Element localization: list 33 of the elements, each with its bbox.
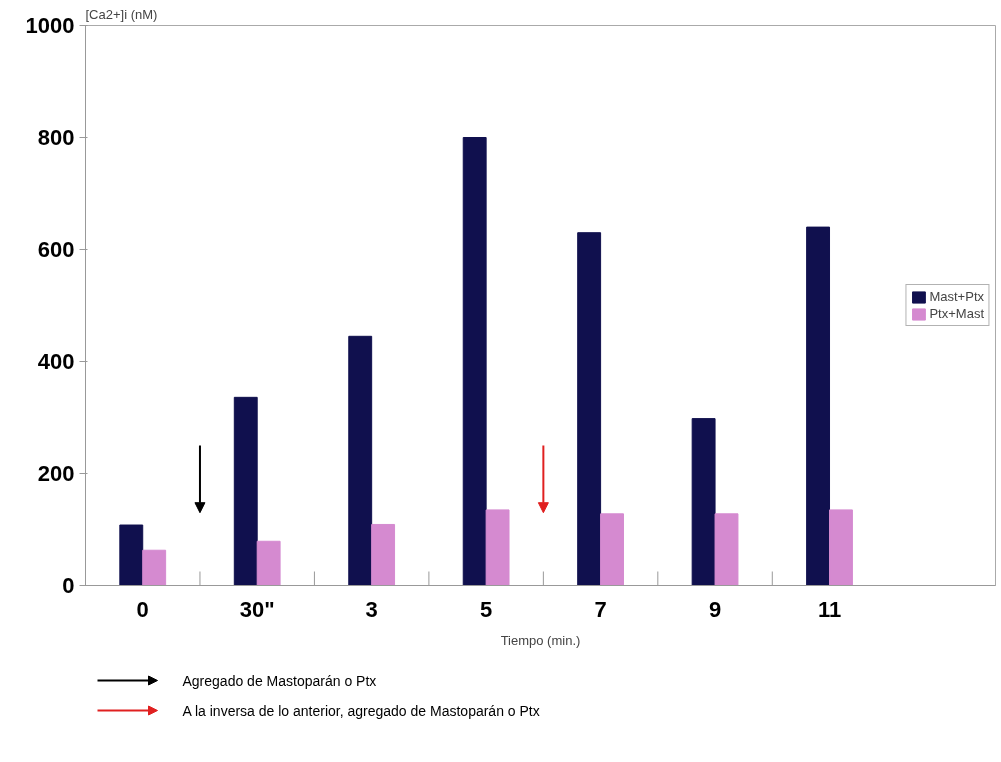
bar [806, 226, 831, 586]
y-tick-label: 200 [37, 461, 75, 486]
x-tick-label: 7 [594, 596, 607, 622]
legend-label: Mast+Ptx [929, 289, 984, 304]
bar [577, 232, 602, 586]
x-tick-label: 0 [136, 596, 149, 622]
y-tick-label: 400 [37, 349, 75, 374]
y-axis-title: [Ca2+]i (nM) [85, 6, 158, 22]
bar [256, 540, 281, 586]
text: Agregado de Mastoparán o Ptx [182, 672, 377, 689]
x-tick-label: 9 [708, 596, 722, 622]
x-tick-label: 30" [239, 596, 275, 622]
bar [233, 396, 258, 586]
y-tick-label: 600 [37, 237, 75, 262]
bar [462, 137, 487, 586]
bar [119, 524, 144, 586]
bar [485, 509, 510, 586]
text: A la inversa de lo anterior, agregado de Mastoparán o Ptx [182, 702, 540, 719]
bar [142, 549, 167, 586]
y-tick-label: 1000 [25, 13, 75, 38]
y-tick-label: 0 [62, 573, 75, 598]
x-axis-title: Tiempo (min.) [500, 632, 581, 648]
bar [600, 513, 624, 586]
bar [348, 335, 373, 586]
x-tick-label: 11 [817, 596, 842, 622]
y-tick-label: 800 [37, 125, 75, 150]
bar [714, 513, 739, 586]
bar [371, 523, 396, 586]
bar [829, 509, 853, 586]
legend-label: Ptx+Mast [929, 306, 984, 321]
bar [691, 418, 716, 586]
x-tick-label: 3 [365, 596, 378, 622]
x-tick-label: 5 [480, 596, 493, 622]
